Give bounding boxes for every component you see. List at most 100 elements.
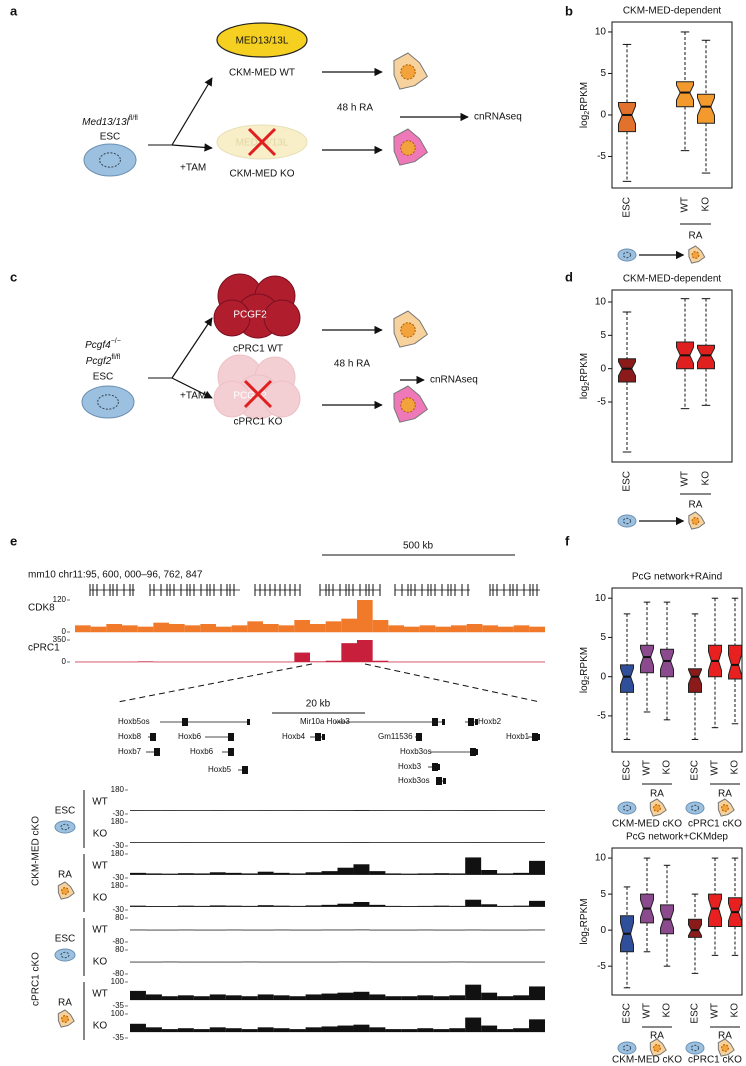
signal-bar bbox=[435, 661, 451, 663]
signal-bar bbox=[449, 929, 466, 931]
gene-name: Hoxb6 bbox=[190, 747, 214, 756]
signal-bar bbox=[241, 842, 258, 843]
signal-bar bbox=[209, 961, 226, 963]
signal-bar bbox=[106, 661, 122, 663]
signal-bar bbox=[75, 625, 91, 632]
y-tick-label: 350 bbox=[53, 635, 67, 644]
y-tick-label: -30 bbox=[112, 905, 124, 914]
signal-bar bbox=[497, 842, 514, 843]
panel-label: e bbox=[10, 533, 17, 548]
y-axis-label: log2RPKM bbox=[579, 647, 592, 693]
signal-bar bbox=[337, 903, 354, 907]
nucleus bbox=[400, 322, 416, 338]
signal-bar bbox=[337, 929, 354, 931]
signal-bar bbox=[177, 905, 194, 907]
box bbox=[620, 664, 634, 693]
signal-bar bbox=[419, 625, 436, 632]
row-label: WT bbox=[92, 925, 108, 936]
signal-bar bbox=[513, 661, 530, 663]
genotype-part: −/− bbox=[111, 338, 121, 345]
nucleus bbox=[60, 951, 70, 959]
stage-label: RA bbox=[58, 870, 72, 881]
signal-bar bbox=[372, 660, 389, 662]
y-tick-label: 0 bbox=[600, 363, 606, 374]
signal-bar bbox=[449, 873, 466, 875]
gene-name: Hoxb5os bbox=[118, 717, 150, 726]
signal-bar bbox=[353, 810, 370, 811]
gene-name: Hoxb4 bbox=[282, 732, 306, 741]
signal-bar bbox=[497, 1029, 514, 1032]
y-tick-label: 10 bbox=[595, 853, 607, 864]
signal-bar bbox=[225, 995, 242, 1000]
box bbox=[618, 358, 636, 383]
gene-name: Hoxb8 bbox=[118, 732, 142, 741]
y-tick-label: -30 bbox=[112, 809, 124, 818]
signal-bar bbox=[305, 842, 322, 843]
y-tick-label: 100 bbox=[111, 1009, 125, 1018]
signal-bar bbox=[481, 929, 498, 931]
signal-bar bbox=[449, 810, 466, 811]
x-tick-label: KO bbox=[662, 1003, 673, 1018]
signal-bar bbox=[353, 961, 370, 963]
signal-bar bbox=[289, 873, 306, 875]
signal-bar bbox=[145, 1027, 162, 1032]
signal-bar bbox=[353, 864, 370, 875]
signal-bar bbox=[369, 871, 386, 875]
signal-bar bbox=[273, 995, 290, 1000]
condition: CKM-MED KO bbox=[230, 169, 295, 180]
signal-bar bbox=[209, 1027, 226, 1032]
signal-bar bbox=[497, 961, 514, 963]
signal-bar bbox=[385, 842, 402, 843]
signal-bar bbox=[257, 842, 274, 843]
signal-bar bbox=[130, 810, 146, 811]
zoom-line bbox=[364, 663, 541, 703]
gene-name: Hoxb3os bbox=[398, 776, 430, 785]
signal-bar bbox=[90, 626, 107, 632]
gene-name: Hoxb1 bbox=[506, 732, 530, 741]
signal-bar bbox=[161, 996, 178, 1000]
treatment: +TAM bbox=[180, 163, 206, 174]
signal-bar bbox=[225, 1028, 242, 1032]
signal-bar bbox=[169, 661, 185, 663]
signal-bar bbox=[289, 996, 306, 1000]
nucleus bbox=[400, 397, 416, 413]
signal-bar bbox=[209, 810, 226, 811]
signal-bar bbox=[417, 810, 434, 811]
signal-bar bbox=[417, 905, 434, 907]
protein-ko bbox=[213, 380, 251, 418]
y-axis-label-part: RPKM bbox=[579, 353, 590, 382]
signal-bar bbox=[177, 961, 194, 963]
protein-label: PCGF2 bbox=[233, 310, 267, 321]
group-label: cPRC1 cKO bbox=[31, 952, 42, 1006]
signal-bar bbox=[321, 810, 338, 811]
signal-bar bbox=[369, 810, 386, 811]
nucleus bbox=[622, 251, 632, 259]
nucleus bbox=[690, 804, 700, 812]
nucleus bbox=[622, 1044, 632, 1052]
nucleus bbox=[61, 887, 69, 895]
x-tick-label: WT bbox=[680, 471, 691, 487]
y-tick-label: -80 bbox=[112, 937, 124, 946]
signal-bar bbox=[321, 961, 338, 963]
y-tick-label: 0 bbox=[600, 110, 606, 121]
signal-bar bbox=[241, 905, 258, 907]
y-tick-label: 80 bbox=[115, 945, 124, 954]
y-tick-label: -35 bbox=[112, 1001, 124, 1010]
signal-bar bbox=[513, 961, 530, 963]
signal-bar bbox=[161, 810, 178, 811]
signal-bar bbox=[193, 905, 210, 907]
signal-bar bbox=[200, 624, 216, 632]
x-tick-label: KO bbox=[662, 760, 673, 775]
signal-bar bbox=[337, 842, 354, 843]
protein bbox=[216, 22, 308, 58]
signal-bar bbox=[449, 961, 466, 963]
signal-bar bbox=[498, 626, 514, 632]
box bbox=[688, 918, 702, 938]
condition-label: RA bbox=[650, 789, 664, 800]
y-axis-label-part: 2 bbox=[584, 927, 591, 931]
esc-cell bbox=[83, 143, 137, 177]
signal-bar bbox=[257, 994, 274, 1000]
y-tick-label: 120 bbox=[53, 595, 67, 604]
signal-bar bbox=[130, 872, 146, 875]
x-tick-label: ESC bbox=[622, 471, 633, 492]
